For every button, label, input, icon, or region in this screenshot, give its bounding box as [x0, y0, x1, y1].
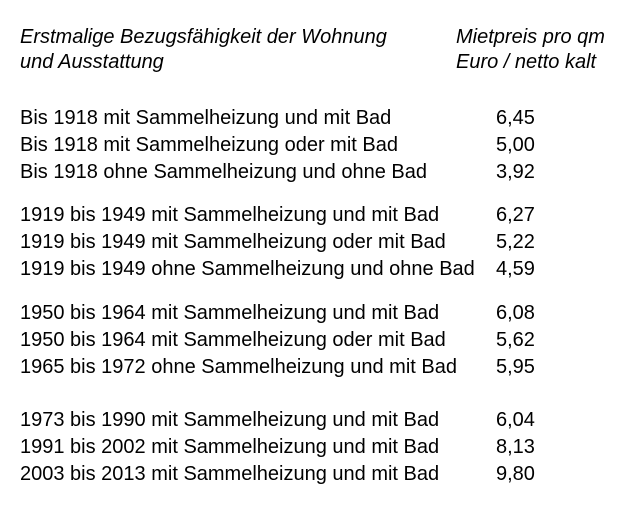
row-value: 6,27 [496, 204, 535, 226]
row-label: 1919 bis 1949 ohne Sammelheizung und ohn… [20, 258, 475, 280]
table-row: 1950 bis 1964 mit Sammelheizung oder mit… [20, 327, 620, 354]
row-label: 1919 bis 1949 mit Sammelheizung oder mit… [20, 231, 446, 253]
row-label: Bis 1918 ohne Sammelheizung und ohne Bad [20, 161, 427, 183]
row-value: 9,80 [496, 463, 535, 485]
row-value: 6,04 [496, 409, 535, 431]
row-label: Bis 1918 mit Sammelheizung oder mit Bad [20, 134, 398, 156]
category-header-line-1: Erstmalige Bezugsfähigkeit der Wohnung [20, 26, 387, 48]
row-label: 1950 bis 1964 mit Sammelheizung oder mit… [20, 329, 446, 351]
table-row: 1991 bis 2002 mit Sammelheizung und mit … [20, 434, 620, 461]
table-row: 1919 bis 1949 ohne Sammelheizung und ohn… [20, 256, 620, 283]
row-group-1950-1972: 1950 bis 1964 mit Sammelheizung und mit … [20, 300, 620, 381]
row-value: 8,13 [496, 436, 535, 458]
row-value: 4,59 [496, 258, 535, 280]
row-value: 6,08 [496, 302, 535, 324]
row-label: Bis 1918 mit Sammelheizung und mit Bad [20, 107, 392, 129]
table-row: Bis 1918 mit Sammelheizung und mit Bad 6… [20, 105, 620, 132]
price-header-line-1: Mietpreis pro qm [456, 26, 605, 48]
row-value: 3,92 [496, 161, 535, 183]
row-label: 1973 bis 1990 mit Sammelheizung und mit … [20, 409, 440, 431]
table-row: 1973 bis 1990 mit Sammelheizung und mit … [20, 407, 620, 434]
table-row: 1965 bis 1972 ohne Sammelheizung und mit… [20, 354, 620, 381]
table-row: Bis 1918 mit Sammelheizung oder mit Bad … [20, 132, 620, 159]
row-value: 6,45 [496, 107, 535, 129]
category-header-line-2: und Ausstattung [20, 51, 164, 73]
table-row: 1950 bis 1964 mit Sammelheizung und mit … [20, 300, 620, 327]
row-label: 1950 bis 1964 mit Sammelheizung und mit … [20, 302, 440, 324]
table-row: Bis 1918 ohne Sammelheizung und ohne Bad… [20, 159, 620, 186]
table-row: 1919 bis 1949 mit Sammelheizung und mit … [20, 202, 620, 229]
row-label: 1965 bis 1972 ohne Sammelheizung und mit… [20, 356, 457, 378]
row-value: 5,22 [496, 231, 535, 253]
row-group-bis-1918: Bis 1918 mit Sammelheizung und mit Bad 6… [20, 105, 620, 186]
price-header-line-2: Euro / netto kalt [456, 51, 597, 73]
row-value: 5,00 [496, 134, 535, 156]
table-row: 2003 bis 2013 mit Sammelheizung und mit … [20, 461, 620, 488]
row-label: 1919 bis 1949 mit Sammelheizung und mit … [20, 204, 440, 226]
row-label: 1991 bis 2002 mit Sammelheizung und mit … [20, 436, 440, 458]
column-header-price: Mietpreis pro qm Euro / netto kalt [456, 25, 620, 75]
row-label: 2003 bis 2013 mit Sammelheizung und mit … [20, 463, 440, 485]
row-group-1973-2013: 1973 bis 1990 mit Sammelheizung und mit … [20, 407, 620, 488]
row-group-1919-1949: 1919 bis 1949 mit Sammelheizung und mit … [20, 202, 620, 283]
row-value: 5,62 [496, 329, 535, 351]
column-header-category: Erstmalige Bezugsfähigkeit der Wohnung u… [20, 25, 456, 75]
row-value: 5,95 [496, 356, 535, 378]
table-header: Erstmalige Bezugsfähigkeit der Wohnung u… [20, 25, 620, 75]
table-row: 1919 bis 1949 mit Sammelheizung oder mit… [20, 229, 620, 256]
